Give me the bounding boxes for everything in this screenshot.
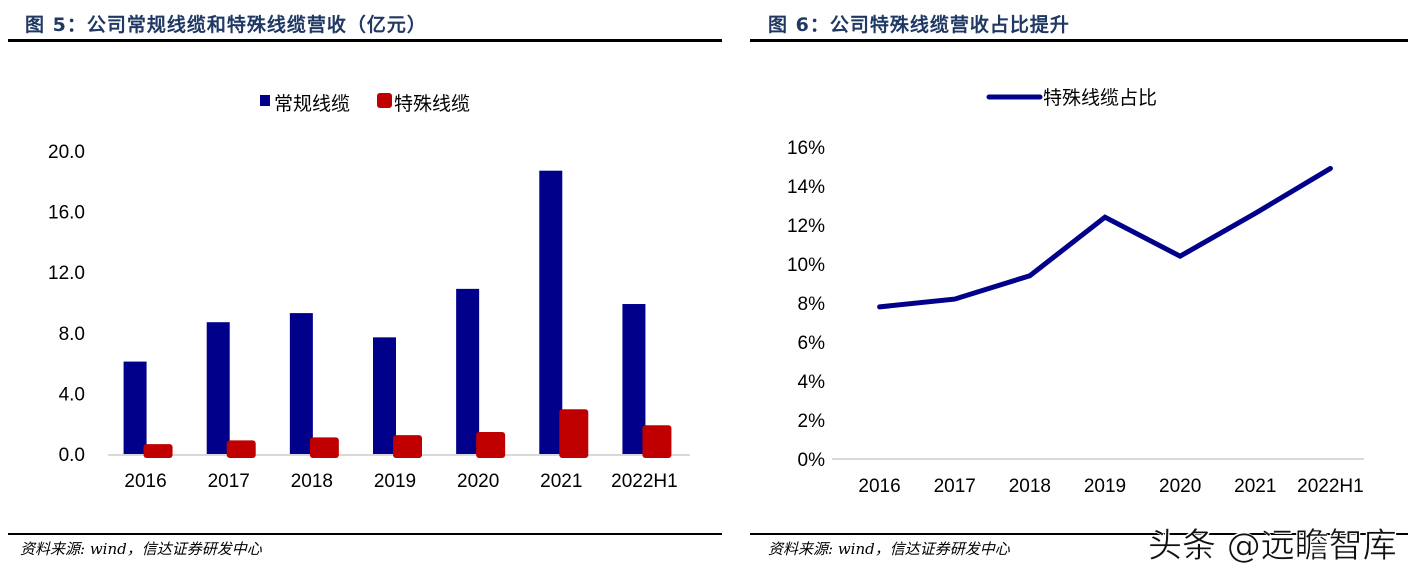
x-tick-label: 2019: [1084, 476, 1126, 497]
y-tick-label: 12.0: [48, 263, 85, 284]
bar-chart-legend: 常规线缆 特殊线缆: [260, 93, 470, 115]
x-tick-label: 2021: [1234, 476, 1276, 497]
figure-6-source: 资料来源: wind，信达证券研发中心: [768, 540, 1010, 558]
figure-6-bottom-rule: [750, 533, 1408, 535]
bar-special-cable: [143, 444, 173, 458]
y-tick-label: 12%: [787, 216, 825, 237]
x-tick-label: 2017: [934, 476, 976, 497]
y-tick-label: 0.0: [59, 445, 85, 466]
bar-regular-cable: [456, 288, 480, 454]
y-tick-label: 16.0: [48, 203, 85, 224]
legend-label-regular-cable: 常规线缆: [274, 93, 350, 115]
figure-5-panel: 图 5：公司常规线缆和特殊线缆营收（亿元） 常规线缆 特殊线缆 0.0 4.0 8.0…: [8, 14, 722, 558]
line-chart-x-axis: 2016 2017 2018 2019 2020 2021 2022H1: [858, 476, 1363, 497]
line-chart-legend: 特殊线缆占比: [986, 87, 1157, 109]
y-tick-label: 8.0: [59, 324, 85, 345]
x-tick-label: 2016: [124, 471, 166, 492]
bar-regular-cable: [373, 337, 396, 454]
bar-special-cable: [559, 409, 589, 458]
bar-regular-cable: [206, 322, 230, 454]
figure-5-source: 资料来源: wind，信达证券研发中心: [20, 540, 262, 558]
x-tick-label: 2020: [1159, 476, 1201, 497]
bar-chart-bars: [123, 170, 672, 458]
legend-swatch-special-cable: [377, 93, 392, 108]
y-tick-label: 10%: [787, 255, 825, 276]
figure-6-top-rule: [750, 39, 1408, 42]
line-special-cable-share: [877, 165, 1333, 310]
y-tick-label: 8%: [798, 294, 826, 315]
x-tick-label: 2018: [1009, 476, 1051, 497]
figure-5-top-rule: [8, 39, 722, 42]
watermark: 头条 @远瞻智库: [1148, 526, 1397, 567]
bar-chart: 常规线缆 特殊线缆 0.04.08.012.016.020.0 2016 2017 2…: [48, 93, 690, 492]
x-tick-label: 2016: [858, 476, 900, 497]
legend-label-special-cable-share: 特殊线缆占比: [1043, 87, 1157, 109]
legend-swatch-regular-cable: [260, 95, 270, 106]
x-tick-label: 2022H1: [611, 471, 678, 492]
x-tick-label: 2017: [208, 471, 250, 492]
y-tick-label: 2%: [798, 411, 826, 432]
x-tick-label: 2022H1: [1297, 476, 1364, 497]
bar-chart-x-axis: 2016 2017 2018 2019 2020 2021 2022H1: [124, 471, 677, 492]
y-tick-label: 16%: [787, 138, 825, 159]
x-tick-label: 2021: [540, 471, 582, 492]
figure-6-title: 图 6：公司特殊线缆营收占比提升: [768, 14, 1070, 36]
bar-special-cable: [642, 425, 672, 458]
figure-6-panel: 图 6：公司特殊线缆营收占比提升 特殊线缆占比 0% 2% 4% 6% 8% 10% 12%…: [748, 0, 1408, 575]
y-tick-label: 20.0: [48, 142, 85, 163]
legend-label-special-cable: 特殊线缆: [394, 93, 470, 115]
bar-regular-cable: [123, 361, 147, 454]
y-tick-label: 14%: [787, 177, 825, 198]
y-tick-label: 6%: [798, 333, 826, 354]
x-tick-label: 2019: [374, 471, 416, 492]
line-chart: 特殊线缆占比 0%2%4%6%8%10%12%14%16% 2016 2017 20…: [787, 87, 1364, 497]
bar-special-cable: [393, 435, 422, 458]
bar-chart-y-axis: 0.0 4.0 8.0 12.0 16.0 20.0: [48, 142, 85, 466]
bar-special-cable: [309, 437, 339, 458]
figure-5-bottom-rule: [8, 533, 722, 535]
bar-regular-cable: [539, 170, 563, 454]
x-tick-label: 2020: [457, 471, 499, 492]
line-chart-y-axis: 0% 2% 4% 6% 8% 10% 12% 14% 16%: [787, 138, 825, 471]
line-chart-series: [877, 165, 1333, 310]
y-tick-label: 4%: [798, 372, 826, 393]
bar-special-cable: [476, 432, 506, 458]
figure-5-title: 图 5：公司常规线缆和特殊线缆营收（亿元）: [25, 14, 427, 36]
bar-special-cable: [226, 440, 256, 458]
x-tick-label: 2018: [291, 471, 333, 492]
y-tick-label: 0%: [798, 450, 826, 471]
bar-regular-cable: [289, 313, 313, 454]
y-tick-label: 4.0: [59, 384, 85, 405]
bar-regular-cable: [622, 304, 646, 454]
